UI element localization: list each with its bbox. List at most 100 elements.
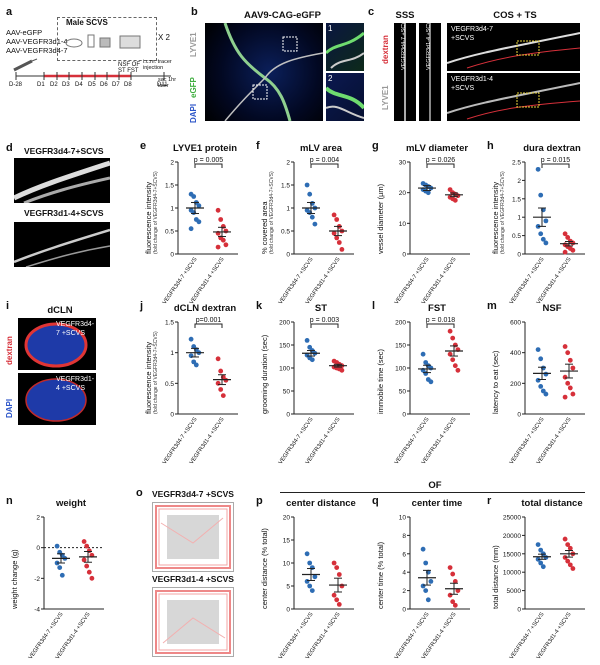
y-tick-label: 5000 xyxy=(507,588,522,595)
y-tick-label: 0 xyxy=(36,545,40,552)
tracer-note: i.c.m. tracer injection xyxy=(143,59,172,71)
data-point xyxy=(538,547,544,553)
y-tick-label: 15 xyxy=(283,538,291,545)
data-point xyxy=(336,240,342,245)
aav-item: AAV-VEGFR3d4-7 xyxy=(6,46,68,55)
y-tick-label: 400 xyxy=(510,350,521,357)
group-label: VEGFR3d4-7 +SCVS xyxy=(56,321,95,337)
data-point xyxy=(455,367,461,373)
sss-title: SSS xyxy=(395,10,415,21)
data-point xyxy=(570,391,576,397)
eGFP-micrograph xyxy=(205,23,323,121)
y-tick-label: 0 xyxy=(402,607,406,614)
y-tick-label: 0.5 xyxy=(281,229,290,236)
data-point xyxy=(336,602,342,607)
y-tick-label: 100 xyxy=(279,366,290,373)
y-tick-label: 2 xyxy=(170,160,174,167)
panel-l: l FST immobile time (sec) 0 50 100 150 200 VEGFR… xyxy=(372,300,482,470)
data-point xyxy=(223,228,229,234)
aav-item: AAV-eGFP xyxy=(6,28,43,37)
y-tick-label: 600 xyxy=(510,320,521,327)
data-point xyxy=(543,391,549,397)
data-point xyxy=(423,560,429,566)
data-point xyxy=(331,212,337,218)
data-point xyxy=(57,565,63,570)
data-point xyxy=(562,231,568,237)
of-track-b xyxy=(152,587,234,657)
data-point xyxy=(215,207,221,213)
significance-bracket xyxy=(541,163,570,168)
panel-title: weight xyxy=(55,498,87,509)
data-point xyxy=(570,566,576,571)
y-tick-label: 1.5 xyxy=(165,183,174,190)
data-point xyxy=(535,166,541,172)
p-value: p = 0.004 xyxy=(310,157,339,164)
y-tick-label: 150 xyxy=(279,343,290,350)
group-label: VEGFR3d1-4 +SCVS xyxy=(56,376,95,392)
data-point xyxy=(334,235,340,241)
y-tick-label: 15000 xyxy=(503,551,521,558)
data-point xyxy=(420,546,426,552)
y-tick-label: 10 xyxy=(399,515,407,522)
data-point xyxy=(309,357,315,363)
data-point xyxy=(452,602,458,608)
data-point xyxy=(540,236,546,242)
data-point xyxy=(81,539,87,544)
y-tick-label: 4 xyxy=(402,570,406,577)
data-point xyxy=(447,328,453,334)
data-point xyxy=(304,551,310,557)
significance-bracket xyxy=(426,323,455,328)
dcln-micrograph-b xyxy=(18,373,96,425)
data-point xyxy=(535,377,541,383)
data-point xyxy=(565,235,571,240)
data-point xyxy=(334,565,340,570)
data-point xyxy=(420,351,426,357)
channel-dapi: DAPI xyxy=(5,398,14,418)
data-point xyxy=(312,574,318,580)
significance-bracket xyxy=(426,163,455,168)
data-point xyxy=(567,562,573,568)
y-tick-label: 0.5 xyxy=(512,233,521,240)
y-tick-label: 0.5 xyxy=(165,381,174,388)
data-point xyxy=(84,543,90,549)
panel-label: k xyxy=(256,300,263,312)
day-label: D6 xyxy=(100,82,108,88)
data-point xyxy=(450,599,456,605)
inset-2 xyxy=(326,73,364,121)
data-point xyxy=(428,579,434,584)
test-label: FST xyxy=(127,68,139,74)
significance-bracket xyxy=(194,163,223,168)
data-point xyxy=(188,336,194,342)
p-value: p = 0.026 xyxy=(426,157,455,164)
panel-label: n xyxy=(6,495,13,507)
y-tick-label: 1 xyxy=(286,206,290,213)
p-value: p = 0.015 xyxy=(541,157,570,164)
data-point xyxy=(535,347,541,352)
mlv-micrograph-a xyxy=(14,158,110,203)
panel-title: center time xyxy=(411,498,463,509)
data-point xyxy=(307,583,313,589)
day-label: D7 xyxy=(112,82,120,88)
panel-p: p center distance center distance (% total… xyxy=(256,495,366,665)
data-point xyxy=(425,190,431,196)
y-tick-label: 8 xyxy=(402,533,406,540)
sss-micrograph-a xyxy=(394,23,416,121)
repeat-label: X 2 xyxy=(158,33,171,42)
data-point xyxy=(567,357,573,363)
inset-number: 1 xyxy=(328,24,333,33)
y-tick-label: -4 xyxy=(34,607,40,614)
data-point xyxy=(218,387,224,392)
panel-title: mLV diameter xyxy=(405,143,469,154)
day-label: D4 xyxy=(75,82,83,88)
y-tick-label: 200 xyxy=(395,320,406,327)
panel-label: m xyxy=(487,300,497,312)
y-tick-label: 0 xyxy=(517,412,521,419)
y-tick-label: 1.5 xyxy=(512,196,521,203)
cos-micrograph-a xyxy=(447,23,580,71)
data-point xyxy=(331,230,337,236)
